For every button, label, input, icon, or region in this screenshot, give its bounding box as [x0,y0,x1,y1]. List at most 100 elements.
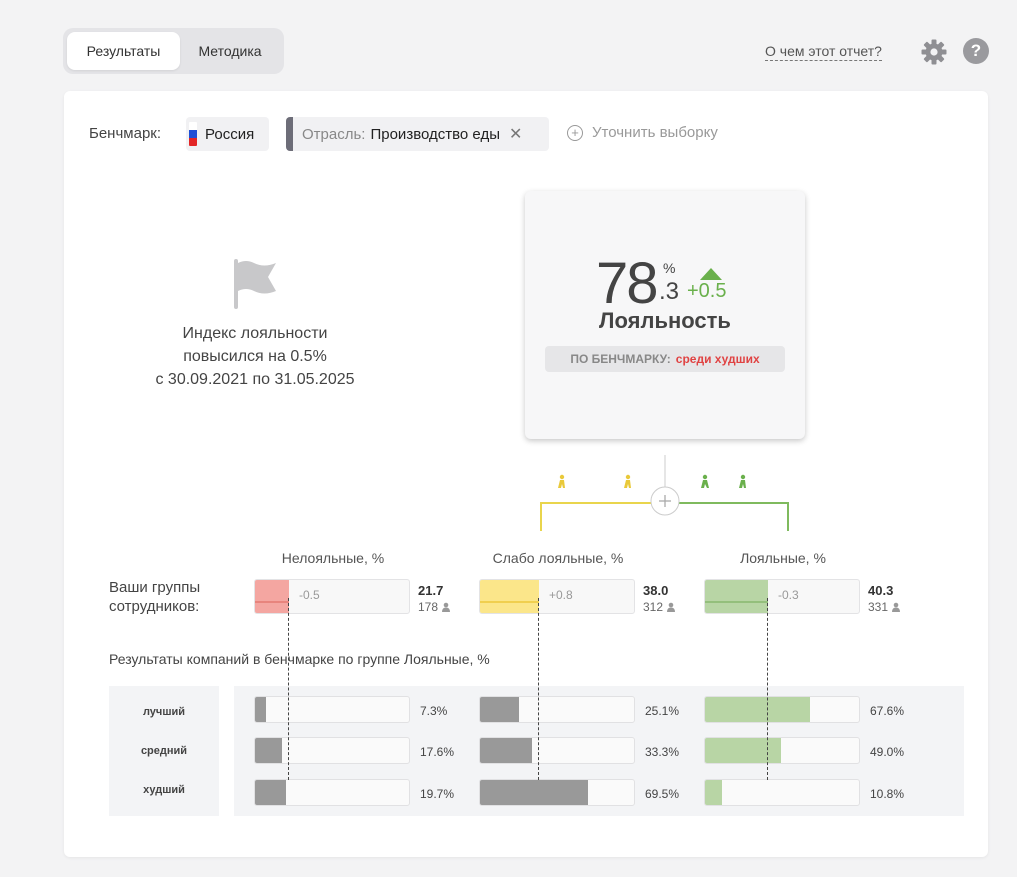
benchmark-bar-fill [255,780,286,805]
message-line-3: с 30.09.2021 по 31.05.2025 [155,371,355,388]
group-bar-line [255,601,289,603]
person-icon [892,602,901,612]
person-icon [442,602,451,612]
row-label-average: средний [140,745,188,757]
refine-sample-label: Уточнить выборку [592,124,718,141]
group-count-disloyal: 178 [418,600,451,614]
country-chip-label: Россия [205,125,255,143]
groups-connector [540,455,789,531]
russia-flag-icon [189,122,197,146]
your-groups-label-line-1: Ваши группы [109,579,201,596]
group-header-weak: Слабо лояльные, % [492,550,624,566]
person-icon [739,474,746,488]
message-line-2: повысился на 0.5% [183,348,327,365]
group-value-disloyal: 21.7 [418,583,444,598]
group-count-value: 312 [643,600,664,614]
benchmark-bar-fill [480,738,532,763]
benchmark-status-badge: ПО БЕНЧМАРКУ: среди худших [545,346,785,372]
row-label-best: лучший [142,706,186,718]
group-bar-fill [255,580,289,613]
benchmark-value-label: 67.6% [870,704,905,718]
benchmark-bar-average-1 [479,737,635,764]
benchmark-bar-best-1 [479,696,635,723]
score-delta: +0.5 [687,280,727,302]
benchmark-bar-fill [255,697,266,722]
row-label-worst: худший [143,784,185,796]
benchmark-row-labels: лучший средний худший [109,686,219,816]
benchmark-value-label: 69.5% [645,787,680,801]
marker-line-disloyal [288,598,289,780]
group-count-value: 178 [418,600,439,614]
benchmark-value-label: 10.8% [870,787,905,801]
group-bar-line [705,601,768,603]
person-icon [558,474,565,488]
benchmark-bar-fill [705,738,781,763]
country-chip[interactable]: Россия [186,117,269,151]
group-bar-fill [705,580,768,613]
benchmark-bar-best-2 [704,696,860,723]
group-bar-loyal: -0.3 [704,579,860,614]
benchmark-value-label: 49.0% [870,745,905,759]
benchmark-value-label: 7.3% [420,704,448,718]
group-count-weak: 312 [643,600,676,614]
group-value-weak: 38.0 [643,583,669,598]
benchmark-bar-worst-2 [704,779,860,806]
benchmark-bar-worst-0 [254,779,410,806]
industry-chip-value: Производство еды [370,125,500,143]
benchmark-label: Бенчмарк: [89,125,162,142]
message-line-1: Индекс лояльности [182,325,328,342]
benchmark-bar-average-2 [704,737,860,764]
marker-line-weak [538,598,539,780]
group-delta: -0.5 [299,588,320,602]
person-icon [701,474,709,488]
benchmark-value-label: 19.7% [420,787,455,801]
your-groups-label: Ваши группы сотрудников: [109,578,200,616]
tab-results[interactable]: Результаты [67,32,180,70]
benchmark-status-value: среди худших [675,352,760,366]
person-icon [667,602,676,612]
benchmark-value-label: 25.1% [645,704,680,718]
benchmark-bar-worst-1 [479,779,635,806]
group-value-loyal: 40.3 [868,583,894,598]
score-percent-sign: % [663,260,676,276]
gear-icon[interactable] [920,38,948,66]
score-decimal: .3 [659,278,680,305]
your-groups-label-line-2: сотрудников: [109,598,200,615]
group-bar-weak: +0.8 [479,579,635,614]
benchmark-bar-fill [705,697,810,722]
group-header-loyal: Лояльные, % [740,550,826,566]
about-report-link[interactable]: О чем этот отчет? [765,43,882,61]
industry-chip[interactable]: Отрасль: Производство еды ✕ [286,117,549,151]
close-icon[interactable]: ✕ [508,126,523,143]
view-tabs: Результаты Методика [63,28,284,74]
arrow-up-icon [700,268,722,280]
score-integer: 78 [596,251,658,316]
group-delta: +0.8 [549,588,573,602]
benchmark-value-label: 33.3% [645,745,680,759]
person-icon [624,474,631,488]
benchmark-bar-fill [480,697,519,722]
group-bar-disloyal: -0.5 [254,579,410,614]
loyalty-change-message: Индекс лояльности повысился на 0.5% с 30… [140,322,370,391]
loyalty-score-card [525,191,805,439]
benchmark-bar-best-0 [254,696,410,723]
marker-line-loyal [767,598,768,780]
group-header-disloyal: Нелояльные, % [281,550,385,566]
benchmark-status-prefix: ПО БЕНЧМАРКУ: [570,352,671,366]
group-bar-fill [480,580,539,613]
flag-icon [234,259,276,309]
benchmark-section-title: Результаты компаний в бенчмарке по групп… [109,651,490,667]
benchmark-bar-fill [480,780,588,805]
help-icon[interactable]: ? [963,38,989,64]
tab-methodology[interactable]: Методика [198,43,262,59]
industry-chip-marker [286,117,293,151]
refine-sample-button[interactable]: + Уточнить выборку [567,124,718,141]
score-title: Лояльность [599,308,731,333]
group-bar-line [480,601,539,603]
plus-circle-icon: + [567,124,583,141]
group-count-loyal: 331 [868,600,901,614]
benchmark-bar-average-0 [254,737,410,764]
benchmark-bar-fill [705,780,722,805]
benchmark-value-label: 17.6% [420,745,455,759]
group-delta: -0.3 [778,588,799,602]
